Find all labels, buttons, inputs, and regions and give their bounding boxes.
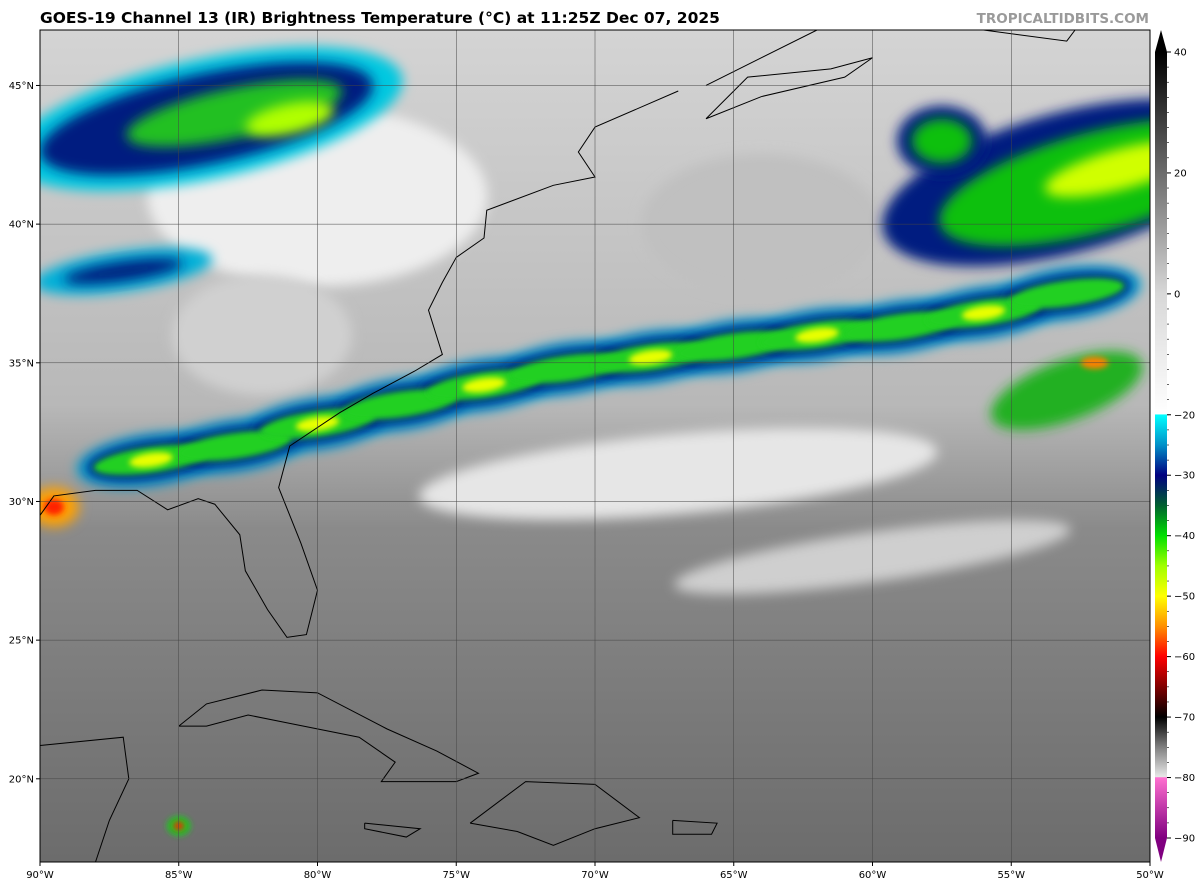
colorbar-min-arrow (1155, 838, 1167, 862)
colorbar-tick-label: 0 (1174, 289, 1180, 300)
gridlines (40, 30, 1150, 862)
coastline (40, 90, 679, 638)
cloud-blob (795, 327, 839, 343)
colorbar-scale (1155, 52, 1167, 838)
lon-tick-label: 70°W (581, 870, 609, 881)
lon-tick-label: 75°W (442, 870, 470, 881)
cloud-blob (911, 118, 972, 163)
lat-tick-label: 20°N (9, 774, 34, 785)
cloud-blob (343, 389, 459, 420)
lat-tick-label: 25°N (9, 636, 34, 647)
axis-labels: 90°W 85°W 80°W 75°W 70°W 65°W 60°W 55°W 50°W 45°N… (9, 81, 1164, 881)
cloud-blob (176, 430, 292, 462)
colorbar-tick-label: −50 (1174, 592, 1195, 603)
colorbar-tick-label: −90 (1174, 834, 1195, 845)
coastline (364, 822, 422, 838)
colorbar-tick-label: 20 (1174, 168, 1187, 179)
cloud-blob (63, 258, 183, 285)
lat-tick-label: 45°N (9, 81, 34, 92)
lon-tick-label: 85°W (165, 870, 193, 881)
cloud-blob (172, 275, 352, 396)
coastline (469, 781, 641, 846)
lon-tick-label: 60°W (859, 870, 887, 881)
coastline (672, 819, 718, 835)
cloud-blob (462, 377, 506, 393)
cloud-blob (961, 305, 1006, 321)
colorbar-tick-label: −20 (1174, 410, 1195, 421)
lat-tick-label: 35°N (9, 358, 34, 369)
map-title: GOES-19 Channel 13 (IR) Brightness Tempe… (40, 9, 720, 27)
colorbar-tick-label: −70 (1174, 713, 1195, 724)
lat-tick-label: 40°N (9, 220, 34, 231)
lat-tick-label: 30°N (9, 497, 34, 508)
cloud-blob (1009, 278, 1125, 309)
colorbar-tick-label: −40 (1174, 531, 1195, 542)
colorbar-tick-label: −80 (1174, 773, 1195, 784)
lon-tick-label: 50°W (1136, 870, 1164, 881)
coastline (705, 30, 818, 86)
lon-tick-label: 55°W (997, 870, 1025, 881)
cloud-blob (129, 452, 173, 468)
colorbar-tick-label: −60 (1174, 652, 1195, 663)
colorbar-tick-label: 40 (1174, 48, 1187, 59)
colorbar-tick-label: −30 (1174, 471, 1195, 482)
colorbar-max-arrow (1155, 30, 1167, 52)
colorbar: 40 20 0 −20 −30 −40 −50 −60 −70 −80 −90 (1155, 30, 1195, 862)
cloud-blob (419, 427, 938, 520)
cloud-blob (245, 101, 334, 137)
cloud-blob (628, 349, 673, 365)
lon-tick-label: 80°W (304, 870, 332, 881)
lon-tick-label: 65°W (720, 870, 748, 881)
watermark: TROPICALTIDBITS.COM (976, 11, 1149, 27)
cloud-blob (1044, 140, 1150, 197)
lon-tick-label: 90°W (26, 870, 54, 881)
cloud-blob (126, 79, 342, 147)
cloud-blob (990, 351, 1143, 430)
